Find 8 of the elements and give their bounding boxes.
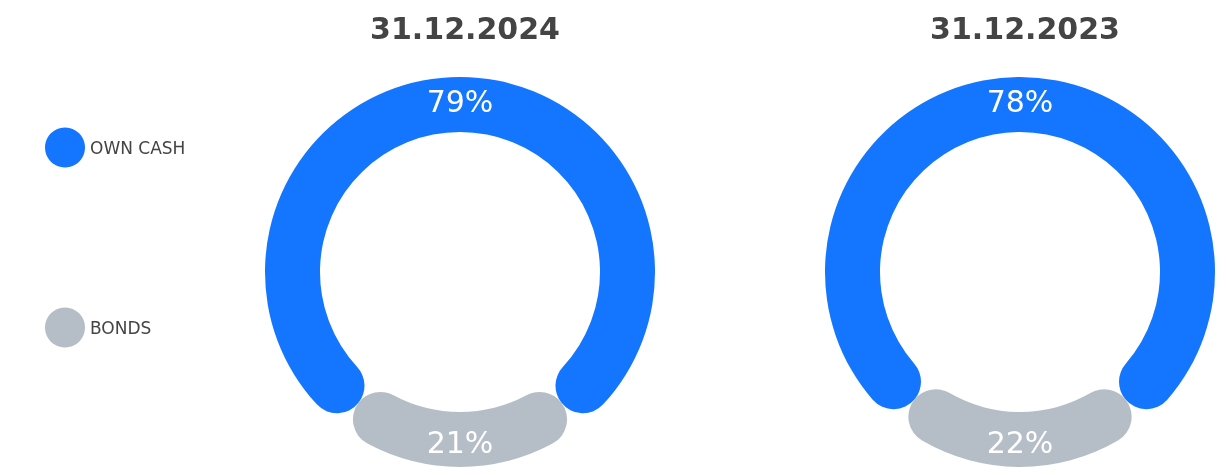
data-label: 79% xyxy=(426,84,494,119)
chart-title: 31.12.2024 xyxy=(370,10,560,46)
data-label: 21% xyxy=(426,425,494,460)
legend-label: OWN CASH xyxy=(90,137,186,158)
legend-label: BONDS xyxy=(90,317,152,338)
data-label: 78% xyxy=(986,84,1054,119)
chart-title: 31.12.2023 xyxy=(930,10,1120,46)
data-label: 22% xyxy=(986,425,1054,460)
